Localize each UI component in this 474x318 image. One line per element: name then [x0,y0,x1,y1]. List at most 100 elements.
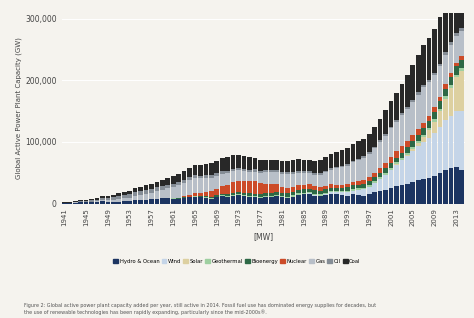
Bar [448,77,453,85]
Bar [362,188,366,189]
Bar [432,73,437,75]
Bar [443,55,448,84]
Bar [323,172,328,186]
Bar [443,89,448,96]
Bar [165,198,170,204]
Bar [459,68,464,71]
Y-axis label: Global Active Power Plant Capacity (GW): Global Active Power Plant Capacity (GW) [16,37,22,179]
Bar [171,183,175,187]
Bar [416,55,420,92]
Bar [394,165,399,186]
Bar [264,160,268,170]
Bar [307,194,312,204]
Bar [73,201,78,202]
Bar [334,167,339,169]
Bar [405,155,410,156]
Bar [362,156,366,158]
Bar [78,202,83,204]
Bar [236,181,241,192]
Bar [160,198,164,204]
Bar [106,200,110,202]
Bar [405,141,410,147]
Bar [312,196,317,204]
Bar [117,193,121,196]
Bar [367,134,372,152]
Bar [214,176,219,189]
Bar [427,128,431,130]
Bar [438,66,442,97]
Bar [258,160,263,170]
Bar [340,192,344,195]
Bar [209,163,214,175]
Bar [443,3,448,52]
Bar [394,157,399,162]
Bar [291,172,295,174]
Bar [187,197,192,204]
Bar [155,187,159,191]
Bar [438,64,442,66]
Bar [187,177,192,180]
Bar [362,180,366,184]
X-axis label: [MW]: [MW] [253,232,273,241]
Bar [258,194,263,197]
Bar [427,38,431,80]
Bar [389,127,393,128]
Legend: Hydro & Ocean, Wind, Solar, Geothermal, Bioenergy, Nuclear, Gas, Oil, Coal: Hydro & Ocean, Wind, Solar, Geothermal, … [111,257,363,266]
Bar [351,189,355,190]
Bar [416,180,420,204]
Bar [176,174,181,183]
Bar [416,135,420,141]
Bar [323,194,328,195]
Bar [171,187,175,198]
Bar [209,191,214,197]
Bar [340,191,344,192]
Bar [187,168,192,177]
Bar [432,122,437,133]
Bar [149,193,154,199]
Bar [394,120,399,121]
Bar [329,170,333,184]
Bar [165,178,170,184]
Bar [280,161,284,172]
Bar [160,180,164,186]
Bar [438,97,442,101]
Bar [89,200,94,202]
Bar [253,182,257,194]
Bar [182,180,186,183]
Bar [362,189,366,196]
Bar [264,196,268,197]
Bar [73,203,78,204]
Bar [356,195,361,204]
Bar [329,188,333,191]
Bar [285,161,290,172]
Bar [448,73,453,77]
Bar [329,192,333,194]
Bar [410,182,415,204]
Bar [187,180,192,195]
Bar [362,196,366,204]
Bar [269,197,273,204]
Bar [448,42,453,45]
Bar [432,107,437,112]
Bar [448,168,453,204]
Bar [253,196,257,197]
Bar [312,194,317,195]
Bar [334,191,339,192]
Bar [345,191,350,192]
Bar [111,197,116,200]
Bar [383,110,388,134]
Bar [214,195,219,197]
Bar [405,109,410,141]
Bar [236,168,241,170]
Bar [421,142,426,179]
Bar [155,182,159,187]
Bar [220,196,225,204]
Bar [356,159,361,160]
Bar [198,193,203,196]
Bar [198,176,203,178]
Bar [312,190,317,194]
Bar [383,173,388,175]
Bar [323,189,328,193]
Bar [274,195,279,196]
Bar [209,198,214,199]
